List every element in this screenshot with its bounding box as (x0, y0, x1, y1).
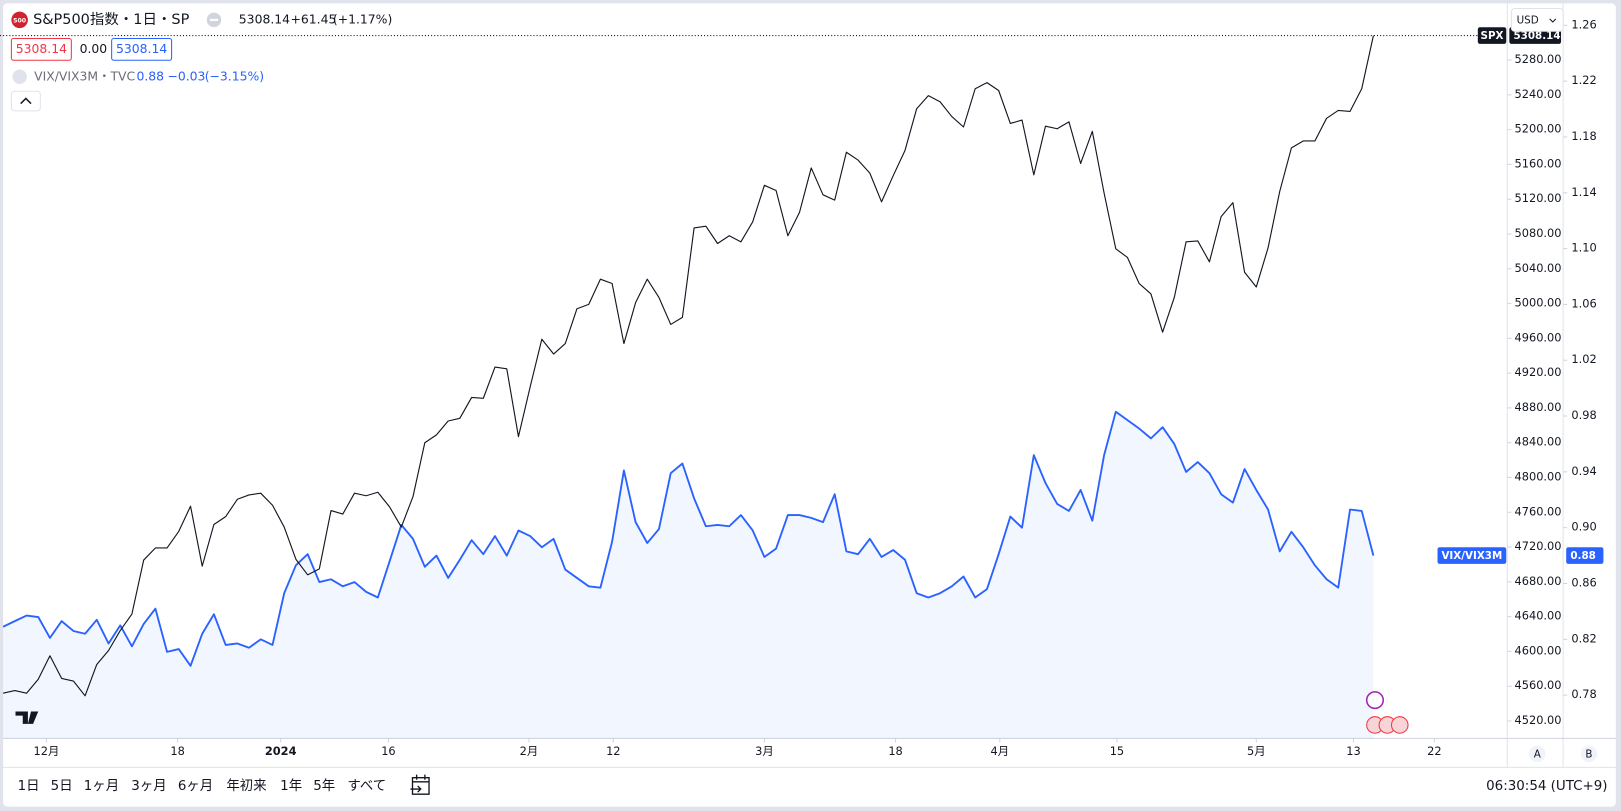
last-price: 5308.14 (239, 11, 290, 26)
y2-tick-label: 1.06 (1571, 296, 1596, 310)
y2-tick-label: 0.82 (1571, 631, 1596, 645)
range-button[interactable]: 5年 (313, 778, 335, 794)
y-tick-label: 4600.00 (1515, 643, 1562, 657)
range-button[interactable]: 3ヶ月 (131, 779, 166, 794)
scale-button-label[interactable]: B (1585, 748, 1592, 760)
x-tick-label: 15 (1110, 744, 1124, 758)
buy-price[interactable]: 5308.14 (116, 41, 167, 56)
y-tick-label: 5200.00 (1515, 122, 1562, 136)
clock: 06:30:54 (UTC+9) (1486, 779, 1607, 794)
y-tick-label: 5160.00 (1515, 156, 1562, 170)
compare-symbol: VIX/VIX3M・TVC (34, 68, 135, 83)
y-tick-label: 4720.00 (1515, 539, 1562, 553)
y2-tick-label: 1.14 (1571, 185, 1596, 199)
scale-button[interactable] (1528, 745, 1546, 763)
value-tag-label: 5308.14 (1513, 30, 1560, 42)
compare-last: 0.88 (136, 68, 164, 83)
sell-price[interactable]: 5308.14 (16, 41, 67, 56)
x-tick-label: 2024 (265, 744, 297, 758)
y-tick-label: 4640.00 (1515, 609, 1562, 623)
series-line (2, 35, 1374, 697)
range-button[interactable]: 6ヶ月 (178, 779, 213, 794)
range-button[interactable]: 1日 (18, 779, 40, 794)
symbol: S&P500指数・1日・SP (33, 11, 190, 28)
plot: 4520.00 4560.00 4600.00 4640.00 4680.00 4720.… (0, 17, 1604, 758)
series-name: VIX/VIX3M (1441, 550, 1502, 562)
value-tag-label: 0.88 (1570, 550, 1595, 562)
y2-tick-label: 1.22 (1571, 73, 1596, 87)
currency-select[interactable] (1510, 8, 1564, 32)
y2-tick-label: 0.86 (1571, 575, 1596, 589)
x-tick-label: 18 (170, 744, 184, 758)
y2-tick-label: 1.26 (1571, 17, 1596, 31)
logo (11, 11, 28, 29)
y-tick-label: 4760.00 (1515, 504, 1562, 518)
compare-icon (12, 69, 27, 84)
x-tick-label: 3月 (755, 744, 774, 758)
x-tick-label: 18 (888, 744, 902, 758)
spread: 0.00 (80, 41, 108, 56)
y-tick-label: 4520.00 (1515, 713, 1562, 727)
series-area (3, 411, 1374, 739)
y-tick-label: 5120.00 (1515, 191, 1562, 205)
range-button[interactable]: 1年 (280, 778, 302, 794)
calendar-icon[interactable] (410, 774, 430, 795)
y2-tick-label: 0.78 (1571, 687, 1596, 701)
y-tick-label: 4920.00 (1515, 365, 1562, 379)
y2-tick-label: 0.94 (1571, 464, 1596, 478)
x-tick-label: 2月 (520, 744, 539, 758)
series-name: SPX (1481, 30, 1504, 42)
y-tick-label: 4560.00 (1515, 678, 1562, 692)
x-tick-label: 16 (381, 744, 395, 758)
scale-button[interactable] (1580, 745, 1598, 763)
toolbar: 1日 5日 1ヶ月 3ヶ月 6ヶ月 年初来 1年 5年 すべて (18, 778, 387, 794)
y-tick-label: 5000.00 (1515, 296, 1562, 310)
y2-tick-label: 0.90 (1571, 520, 1596, 534)
logo-text: 500 (13, 17, 27, 24)
change: +61.45 (290, 11, 336, 26)
x-tick-label: 5月 (1247, 744, 1266, 758)
y-tick-label: 5240.00 (1515, 87, 1562, 101)
y2-tick-label: 1.02 (1571, 352, 1596, 366)
y2-tick-label: 1.18 (1571, 129, 1596, 143)
x-tick-label: 12 (606, 744, 620, 758)
range-button[interactable]: すべて (347, 778, 386, 794)
scale-button-label[interactable]: A (1534, 748, 1541, 760)
collapse-button[interactable] (10, 90, 41, 112)
tv-logo (15, 711, 39, 724)
x-tick-label: 22 (1427, 744, 1441, 758)
range-button[interactable]: 1ヶ月 (84, 779, 119, 794)
range-button[interactable]: 5日 (51, 779, 73, 794)
event-icon[interactable] (1365, 691, 1385, 710)
y-tick-label: 4800.00 (1515, 469, 1562, 483)
compare-change-pct: (−3.15%) (205, 68, 264, 83)
y-tick-label: 4840.00 (1515, 435, 1562, 449)
x-tick-label: 12月 (34, 744, 60, 758)
y-tick-label: 4880.00 (1515, 400, 1562, 414)
y2-tick-label: 0.98 (1571, 408, 1596, 422)
chevron (20, 97, 32, 105)
panel (3, 3, 1616, 807)
value-tag (1566, 547, 1604, 564)
y2-tick-label: 1.10 (1571, 241, 1596, 255)
sell-box[interactable] (10, 37, 72, 61)
currency[interactable]: USD (1517, 14, 1539, 26)
x-tick-label: 4月 (991, 744, 1010, 758)
series-name-tag (1477, 27, 1507, 44)
range-button[interactable]: 年初来 (226, 778, 266, 794)
buy-box[interactable] (111, 37, 173, 61)
y-tick-label: 5040.00 (1515, 261, 1562, 275)
change-pct: (+1.17%) (333, 11, 392, 26)
y-tick-label: 5280.00 (1515, 52, 1562, 66)
compare-change: −0.03 (167, 68, 205, 83)
x-tick-label: 13 (1346, 744, 1360, 758)
series-line (2, 410, 1375, 667)
series-name-tag (1437, 547, 1507, 564)
event-icon[interactable] (1390, 716, 1409, 734)
y-tick-label: 4680.00 (1515, 574, 1562, 588)
y-tick-label: 5080.00 (1515, 226, 1562, 240)
chevron (1549, 18, 1557, 23)
y-tick-label: 4960.00 (1515, 330, 1562, 344)
